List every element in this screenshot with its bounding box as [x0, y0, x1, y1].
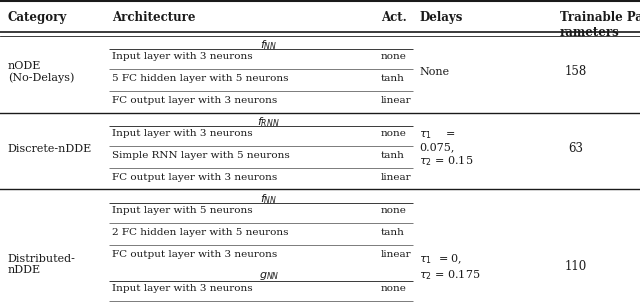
Text: Input layer with 3 neurons: Input layer with 3 neurons — [112, 52, 253, 61]
Text: FC output layer with 3 neurons: FC output layer with 3 neurons — [112, 96, 277, 106]
Text: $f_{RNN}$: $f_{RNN}$ — [257, 115, 280, 129]
Text: 5 FC hidden layer with 5 neurons: 5 FC hidden layer with 5 neurons — [112, 74, 289, 83]
Text: $g_{NN}$: $g_{NN}$ — [259, 270, 279, 282]
Text: $\tau_1$    =
0.075,
$\tau_2$ = 0.15: $\tau_1$ = 0.075, $\tau_2$ = 0.15 — [419, 129, 474, 168]
Text: tanh: tanh — [381, 74, 404, 83]
Text: Delays: Delays — [419, 11, 463, 24]
Text: None: None — [419, 67, 449, 77]
Text: $f_{NN}$: $f_{NN}$ — [260, 192, 278, 206]
Text: none: none — [381, 206, 406, 215]
Text: Input layer with 3 neurons: Input layer with 3 neurons — [112, 129, 253, 138]
Text: Trainable Pa-
rameters: Trainable Pa- rameters — [560, 11, 640, 39]
Text: tanh: tanh — [381, 228, 404, 237]
Text: Architecture: Architecture — [112, 11, 195, 24]
Text: Category: Category — [8, 11, 67, 24]
Text: 158: 158 — [565, 65, 587, 78]
Text: tanh: tanh — [381, 151, 404, 160]
Text: Distributed-
nDDE: Distributed- nDDE — [8, 254, 76, 275]
Text: nODE
(No-Delays): nODE (No-Delays) — [8, 61, 74, 83]
Text: FC output layer with 3 neurons: FC output layer with 3 neurons — [112, 173, 277, 182]
Text: 110: 110 — [565, 260, 587, 273]
Text: FC output layer with 3 neurons: FC output layer with 3 neurons — [112, 250, 277, 259]
Text: Input layer with 5 neurons: Input layer with 5 neurons — [112, 206, 253, 215]
Text: Input layer with 3 neurons: Input layer with 3 neurons — [112, 284, 253, 293]
Text: none: none — [381, 284, 406, 293]
Text: none: none — [381, 52, 406, 61]
Text: linear: linear — [381, 96, 412, 106]
Text: Act.: Act. — [381, 11, 406, 24]
Text: Simple RNN layer with 5 neurons: Simple RNN layer with 5 neurons — [112, 151, 290, 160]
Text: none: none — [381, 129, 406, 138]
Text: linear: linear — [381, 250, 412, 259]
Text: $\tau_1$  = 0,
$\tau_2$ = 0.175: $\tau_1$ = 0, $\tau_2$ = 0.175 — [419, 252, 481, 282]
Text: $f_{NN}$: $f_{NN}$ — [260, 38, 278, 52]
Text: Discrete-nDDE: Discrete-nDDE — [8, 144, 92, 154]
Text: 63: 63 — [568, 142, 584, 155]
Text: 2 FC hidden layer with 5 neurons: 2 FC hidden layer with 5 neurons — [112, 228, 289, 237]
Text: linear: linear — [381, 173, 412, 182]
